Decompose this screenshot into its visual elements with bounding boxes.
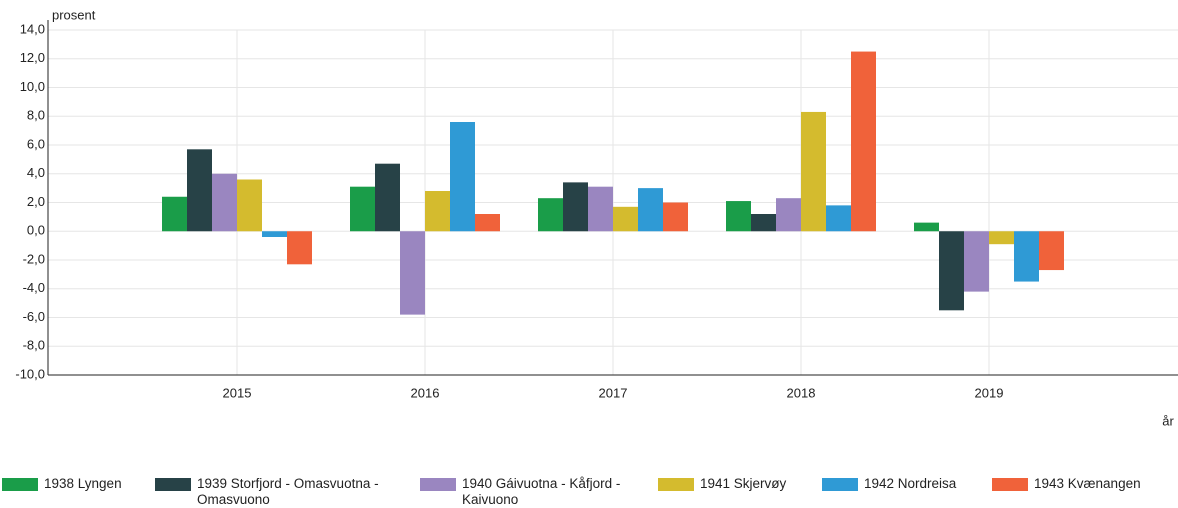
x-tick-label: 2016	[411, 385, 440, 400]
bar	[475, 214, 500, 232]
bar	[212, 173, 237, 232]
legend-swatch	[658, 478, 694, 491]
legend-label: 1938 Lyngen	[44, 476, 122, 491]
legend-item: 1943 Kvænangen	[992, 476, 1172, 492]
bar	[187, 149, 212, 232]
bar	[1014, 231, 1039, 282]
y-tick-label: -4,0	[23, 280, 45, 295]
bar	[162, 196, 187, 232]
legend-label: 1943 Kvænangen	[1034, 476, 1141, 491]
legend-item: 1942 Nordreisa	[822, 476, 987, 492]
legend-label: 1940 Gáivuotna - Kåfjord - Kaivuono	[462, 476, 621, 507]
legend-item: 1940 Gáivuotna - Kåfjord - Kaivuono	[420, 476, 650, 508]
y-tick-label: -10,0	[15, 366, 45, 381]
y-tick-label: 2,0	[27, 194, 45, 209]
legend-swatch	[420, 478, 456, 491]
bar	[914, 222, 939, 232]
bar	[1039, 231, 1064, 271]
bar	[287, 231, 312, 265]
bar	[350, 186, 375, 232]
bar	[851, 51, 876, 232]
bar	[751, 214, 776, 232]
bar	[563, 182, 588, 232]
bar	[588, 186, 613, 232]
bar	[262, 231, 287, 237]
y-tick-label: 12,0	[20, 50, 45, 65]
x-tick-label: 2015	[223, 385, 252, 400]
legend-label: 1939 Storfjord - Omasvuotna - Omasvuono	[197, 476, 379, 507]
y-tick-label: 14,0	[20, 21, 45, 36]
bar	[964, 231, 989, 292]
bar	[663, 202, 688, 232]
y-axis-label: prosent	[52, 7, 96, 22]
bar	[726, 201, 751, 232]
bar	[375, 163, 400, 232]
y-tick-label: -6,0	[23, 309, 45, 324]
legend-swatch	[992, 478, 1028, 491]
legend-item: 1939 Storfjord - Omasvuotna - Omasvuono	[155, 476, 415, 508]
y-tick-label: 6,0	[27, 136, 45, 151]
x-tick-label: 2018	[787, 385, 816, 400]
x-tick-label: 2017	[599, 385, 628, 400]
bar	[237, 179, 262, 232]
y-tick-label: -8,0	[23, 338, 45, 353]
y-tick-label: 0,0	[27, 223, 45, 238]
y-tick-label: 8,0	[27, 108, 45, 123]
x-axis-label: år	[1162, 413, 1174, 428]
bar	[400, 231, 425, 315]
x-tick-label: 2019	[975, 385, 1004, 400]
legend-swatch	[2, 478, 38, 491]
y-tick-label: 4,0	[27, 165, 45, 180]
bar	[826, 205, 851, 232]
bar	[989, 231, 1014, 245]
bar	[613, 206, 638, 232]
y-tick-label: -2,0	[23, 251, 45, 266]
legend-label: 1941 Skjervøy	[700, 476, 787, 491]
chart: prosent år -10,0 -8,0 -6,0 -4,0 -2,0 0,0 2,0 4,…	[15, 7, 1178, 428]
legend-label: 1942 Nordreisa	[864, 476, 957, 491]
bar	[638, 188, 663, 232]
bar	[801, 111, 826, 232]
bar	[450, 122, 475, 232]
legend-swatch	[155, 478, 191, 491]
legend-item: 1938 Lyngen	[2, 476, 152, 492]
legend-item: 1941 Skjervøy	[658, 476, 818, 492]
bar	[425, 191, 450, 232]
legend-swatch	[822, 478, 858, 491]
y-tick-label: 10,0	[20, 79, 45, 94]
bar	[776, 198, 801, 232]
bar	[939, 231, 964, 311]
bar	[538, 198, 563, 232]
